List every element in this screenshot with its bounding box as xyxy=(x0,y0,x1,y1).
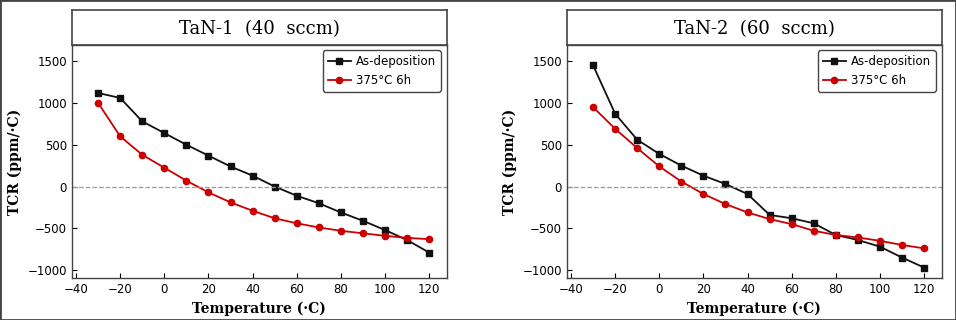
As-deposition xyxy=(380,228,391,232)
As-deposition xyxy=(852,238,863,242)
As-deposition xyxy=(358,219,369,223)
375°C 6h xyxy=(115,134,126,138)
X-axis label: Temperature (·C): Temperature (·C) xyxy=(192,302,326,316)
As-deposition xyxy=(896,256,907,260)
X-axis label: Temperature (·C): Temperature (·C) xyxy=(687,302,821,316)
Y-axis label: TCR (ppm/·C): TCR (ppm/·C) xyxy=(502,108,517,215)
375°C 6h xyxy=(203,190,214,194)
As-deposition xyxy=(676,164,687,168)
Y-axis label: TCR (ppm/·C): TCR (ppm/·C) xyxy=(8,108,22,215)
375°C 6h xyxy=(313,226,324,229)
As-deposition xyxy=(632,138,643,142)
Legend: As-deposition, 375°C 6h: As-deposition, 375°C 6h xyxy=(323,51,441,92)
As-deposition xyxy=(830,233,841,237)
375°C 6h xyxy=(874,239,885,243)
375°C 6h xyxy=(225,200,236,204)
As-deposition xyxy=(610,112,621,116)
As-deposition xyxy=(698,174,709,178)
As-deposition xyxy=(93,91,104,95)
As-deposition xyxy=(764,213,775,217)
Text: TaN-2  (60  sccm): TaN-2 (60 sccm) xyxy=(674,20,835,38)
Text: TaN-1  (40  sccm): TaN-1 (40 sccm) xyxy=(179,20,339,38)
375°C 6h xyxy=(632,146,643,150)
375°C 6h xyxy=(137,153,148,157)
375°C 6h xyxy=(335,229,346,233)
As-deposition xyxy=(203,154,214,157)
375°C 6h xyxy=(358,231,369,235)
Line: As-deposition: As-deposition xyxy=(590,62,927,271)
375°C 6h xyxy=(742,211,753,214)
As-deposition xyxy=(742,192,753,196)
375°C 6h xyxy=(919,246,930,250)
375°C 6h xyxy=(269,216,280,220)
As-deposition xyxy=(137,119,148,123)
As-deposition xyxy=(181,143,192,147)
375°C 6h xyxy=(402,236,413,240)
As-deposition xyxy=(587,63,598,67)
375°C 6h xyxy=(808,229,819,233)
375°C 6h xyxy=(654,164,665,168)
As-deposition xyxy=(313,201,324,205)
375°C 6h xyxy=(830,233,841,237)
As-deposition xyxy=(159,131,170,135)
As-deposition xyxy=(247,174,258,178)
As-deposition xyxy=(424,251,435,254)
375°C 6h xyxy=(764,217,775,221)
375°C 6h xyxy=(720,202,731,206)
375°C 6h xyxy=(93,101,104,105)
375°C 6h xyxy=(676,180,687,183)
375°C 6h xyxy=(610,127,621,131)
375°C 6h xyxy=(852,236,863,239)
As-deposition xyxy=(115,96,126,100)
As-deposition xyxy=(874,245,885,249)
375°C 6h xyxy=(786,222,797,226)
As-deposition xyxy=(269,185,280,188)
As-deposition xyxy=(808,221,819,225)
375°C 6h xyxy=(698,192,709,196)
As-deposition xyxy=(654,152,665,156)
Legend: As-deposition, 375°C 6h: As-deposition, 375°C 6h xyxy=(817,51,936,92)
As-deposition xyxy=(225,164,236,168)
375°C 6h xyxy=(181,179,192,183)
375°C 6h xyxy=(247,209,258,213)
375°C 6h xyxy=(380,234,391,238)
As-deposition xyxy=(720,182,731,186)
As-deposition xyxy=(402,238,413,242)
375°C 6h xyxy=(159,166,170,170)
375°C 6h xyxy=(587,105,598,109)
375°C 6h xyxy=(896,243,907,247)
Line: 375°C 6h: 375°C 6h xyxy=(590,104,927,252)
As-deposition xyxy=(291,194,302,198)
375°C 6h xyxy=(291,221,302,225)
Line: 375°C 6h: 375°C 6h xyxy=(95,100,432,242)
As-deposition xyxy=(335,211,346,214)
As-deposition xyxy=(786,216,797,220)
As-deposition xyxy=(919,266,930,269)
375°C 6h xyxy=(424,237,435,241)
Line: As-deposition: As-deposition xyxy=(95,90,432,256)
